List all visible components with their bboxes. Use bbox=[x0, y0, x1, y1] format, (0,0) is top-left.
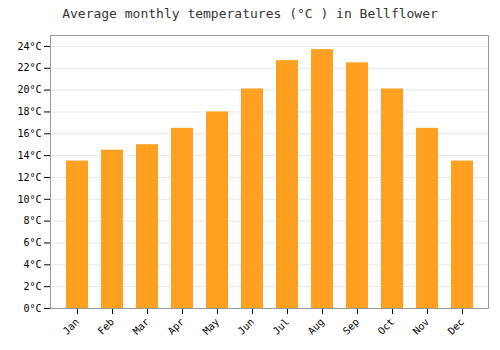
svg-text:May: May bbox=[201, 316, 222, 337]
svg-text:Jan: Jan bbox=[61, 316, 82, 337]
svg-text:Feb: Feb bbox=[96, 316, 117, 337]
svg-text:18°C: 18°C bbox=[17, 106, 41, 117]
svg-text:4°C: 4°C bbox=[23, 259, 41, 270]
svg-text:Dec: Dec bbox=[446, 316, 467, 337]
svg-text:Aug: Aug bbox=[306, 316, 327, 337]
svg-text:20°C: 20°C bbox=[17, 84, 41, 95]
svg-text:Sep: Sep bbox=[341, 316, 362, 337]
svg-text:Oct: Oct bbox=[376, 316, 397, 337]
svg-text:8°C: 8°C bbox=[23, 215, 41, 226]
svg-text:12°C: 12°C bbox=[17, 172, 41, 183]
svg-text:Apr: Apr bbox=[166, 316, 187, 337]
svg-text:Jun: Jun bbox=[236, 316, 257, 337]
svg-text:Jul: Jul bbox=[271, 316, 292, 337]
svg-text:0°C: 0°C bbox=[23, 303, 41, 314]
svg-text:14°C: 14°C bbox=[17, 150, 41, 161]
svg-text:Nov: Nov bbox=[411, 316, 432, 337]
svg-text:6°C: 6°C bbox=[23, 237, 41, 248]
svg-text:22°C: 22°C bbox=[17, 62, 41, 73]
svg-text:2°C: 2°C bbox=[23, 281, 41, 292]
html-text:Average monthly temperatures (: Average monthly temperatures (°C ) in Be… bbox=[62, 6, 438, 21]
svg-text:10°C: 10°C bbox=[17, 194, 41, 205]
svg-text:24°C: 24°C bbox=[17, 41, 41, 52]
svg-text:16°C: 16°C bbox=[17, 128, 41, 139]
svg-text:Mar: Mar bbox=[131, 316, 152, 337]
